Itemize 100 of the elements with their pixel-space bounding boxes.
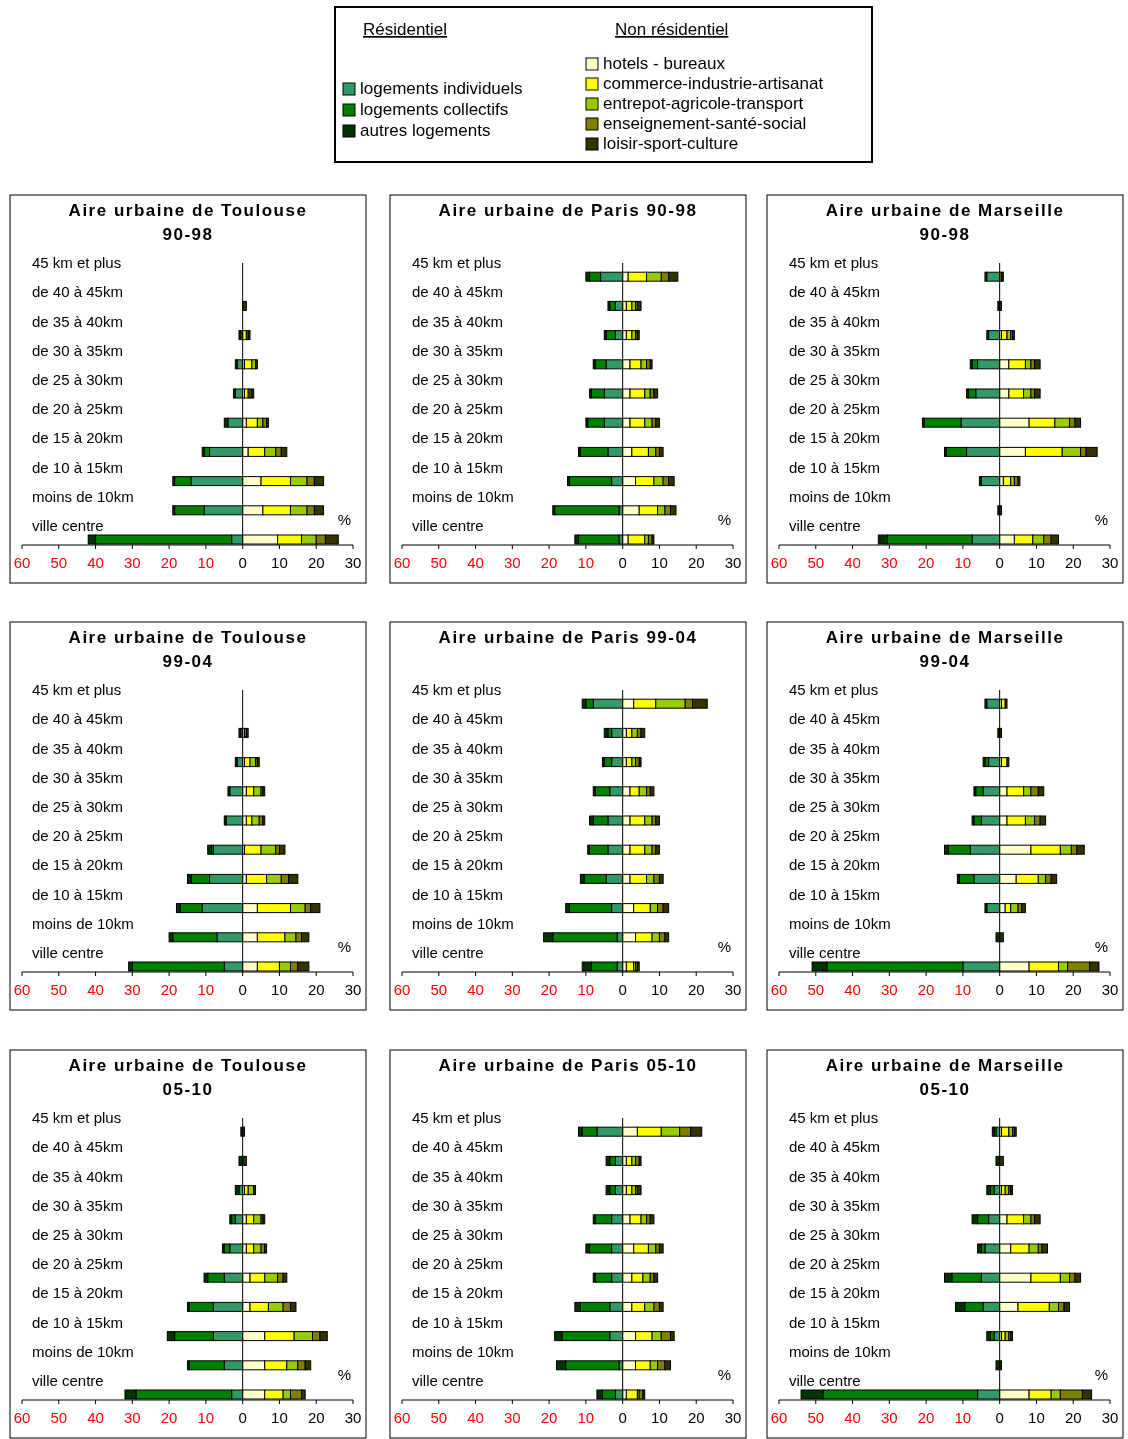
x-tick-label: 20 [1064,554,1082,571]
y-tick-label: de 15 à 20km [789,1284,880,1302]
y-tick-label: de 30 à 35km [32,341,123,359]
x-tick-label: 30 [503,1409,521,1426]
y-tick-label: ville centre [32,517,104,534]
x-tick-label: 60 [393,1409,411,1426]
x-tick-label: 20 [160,554,178,571]
y-tick-label: de 20 à 25km [789,1255,880,1273]
y-tick-label: de 35 à 40km [789,1167,880,1185]
x-tick-label: 30 [344,554,362,571]
y-tick-label: de 35 à 40km [412,739,503,757]
x-tick-label: 60 [770,981,788,998]
x-axis-title: % [717,1366,731,1383]
x-tick-label: 20 [917,981,935,998]
x-tick-label: 50 [430,554,448,571]
x-tick-label: 10 [197,1409,215,1426]
x-tick-label: 0 [995,1409,1004,1426]
x-tick-label: 60 [13,554,31,571]
legend-label: logements collectifs [360,100,509,119]
chart-title: Aire urbaine de Toulouse 90-98 [68,201,308,244]
legend-label: loisir-sport-culture [603,134,739,153]
y-tick-label: de 30 à 35km [789,341,880,359]
y-tick-label: ville centre [412,1372,484,1389]
x-tick-label: 0 [618,554,627,571]
x-tick-label: 10 [1028,981,1045,998]
x-tick-label: 50 [807,1409,825,1426]
x-tick-label: 20 [160,981,178,998]
x-tick-label: 60 [770,1409,788,1426]
y-tick-label: 45 km et plus [412,1109,502,1127]
x-tick-label: 0 [618,981,627,998]
y-tick-label: de 30 à 35km [32,1196,123,1214]
y-tick-label: de 35 à 40km [32,1167,123,1185]
x-tick-label: 10 [954,981,972,998]
y-tick-label: ville centre [789,517,861,534]
x-axis-title: % [717,511,731,528]
x-tick-label: 30 [724,1409,742,1426]
legend-label: logements individuels [360,79,523,98]
y-tick-label: de 15 à 20km [412,429,503,447]
x-tick-label: 10 [271,1409,288,1426]
x-tick-label: 40 [844,1409,861,1426]
text: Résidentiel [363,20,448,39]
y-tick-label: de 10 à 15km [32,458,123,476]
y-tick-label: de 35 à 40km [789,312,880,330]
x-tick-label: 0 [238,554,247,571]
y-tick-label: de 10 à 15km [789,885,880,903]
y-tick-label: de 40 à 45km [412,1138,503,1156]
x-tick-label: 50 [807,981,825,998]
y-tick-label: de 25 à 30km [32,371,123,388]
y-tick-label: de 15 à 20km [412,1284,503,1302]
y-tick-label: 45 km et plus [789,254,879,272]
chart-title: Aire urbaine de Marseille 90-98 [825,201,1065,244]
y-tick-label: 45 km et plus [412,681,502,699]
y-tick-label: 45 km et plus [789,681,879,699]
legend-label: enseignement-santé-social [603,114,807,133]
y-tick-label: de 35 à 40km [32,312,123,330]
y-tick-label: de 40 à 45km [32,283,123,301]
x-tick-label: 60 [393,554,411,571]
y-tick-label: 45 km et plus [32,681,122,699]
x-tick-label: 40 [87,554,104,571]
x-tick-label: 30 [1101,981,1119,998]
x-tick-label: 50 [807,554,825,571]
y-tick-label: de 40 à 45km [789,1138,880,1156]
x-tick-label: 30 [123,1409,141,1426]
y-tick-label: de 40 à 45km [789,710,880,728]
y-tick-label: de 20 à 25km [412,827,503,845]
x-tick-label: 10 [271,554,288,571]
y-tick-label: moins de 10km [789,914,891,932]
x-tick-label: 20 [1064,981,1082,998]
chart-title: Aire urbaine de Paris 05-10 [438,1056,698,1075]
y-tick-label: de 10 à 15km [412,1313,503,1331]
x-tick-label: 30 [123,981,141,998]
x-tick-label: 40 [467,1409,484,1426]
x-tick-label: 40 [87,1409,104,1426]
legend-label: commerce-industrie-artisanat [603,74,824,93]
x-axis-title: % [1094,1366,1108,1383]
y-tick-label: de 15 à 20km [789,856,880,874]
x-tick-label: 30 [724,554,742,571]
y-tick-label: de 40 à 45km [412,710,503,728]
x-tick-label: 40 [844,981,861,998]
legend-label: autres logements [360,121,491,140]
x-axis-title: % [337,511,351,528]
x-tick-label: 30 [503,981,521,998]
x-tick-label: 30 [880,981,898,998]
y-tick-label: moins de 10km [789,1342,891,1360]
x-tick-label: 10 [954,554,972,571]
x-tick-label: 60 [13,981,31,998]
x-tick-label: 0 [995,981,1004,998]
y-tick-label: de 30 à 35km [412,768,503,786]
x-tick-label: 10 [954,1409,972,1426]
y-tick-label: de 10 à 15km [412,885,503,903]
y-tick-label: de 10 à 15km [789,1313,880,1331]
y-tick-label: de 25 à 30km [32,1226,123,1243]
x-tick-label: 20 [540,1409,558,1426]
y-tick-label: de 35 à 40km [412,1167,503,1185]
y-tick-label: moins de 10km [412,487,514,505]
x-tick-label: 20 [917,554,935,571]
y-tick-label: de 25 à 30km [789,798,880,815]
x-tick-label: 20 [540,981,558,998]
y-tick-label: 45 km et plus [789,1109,879,1127]
y-tick-label: ville centre [32,944,104,961]
